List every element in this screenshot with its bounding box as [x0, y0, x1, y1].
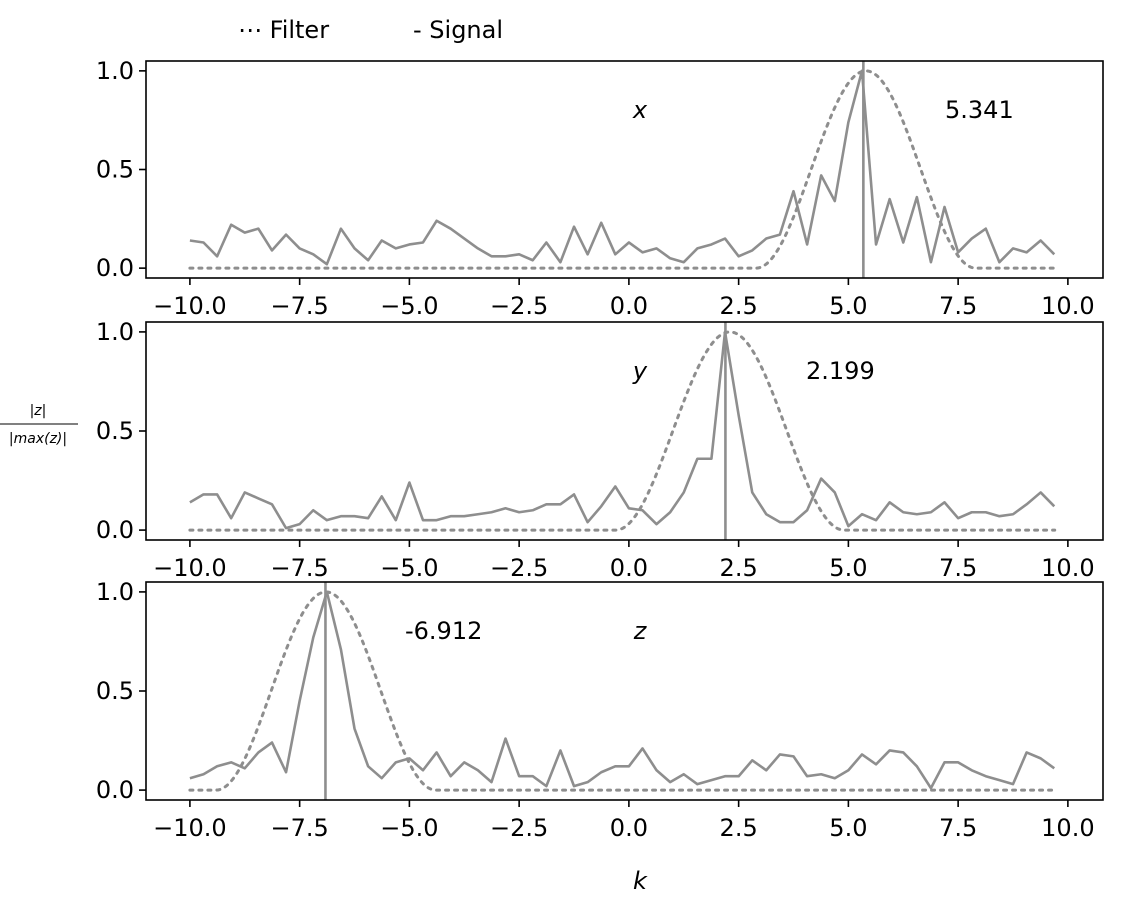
peak-value-label: 5.341 — [945, 96, 1014, 124]
filter-line — [188, 330, 1057, 532]
x-tick-label: −7.5 — [271, 292, 329, 320]
ylabel-numerator: |z| — [30, 403, 47, 419]
x-tick-label: −5.0 — [380, 554, 438, 582]
x-tick-label: 2.5 — [720, 814, 758, 842]
x-tick-label: −10.0 — [153, 292, 227, 320]
x-tick-label: 0.0 — [610, 814, 648, 842]
legend-signal-label: - Signal — [413, 16, 503, 44]
x-tick-label: −5.0 — [380, 292, 438, 320]
panel-z: −10.0 −7.5 −5.0 −2.5 0.0 2.5 5.0 7.5 10.0 0.0 0.5 1… — [96, 578, 1104, 842]
signal-line — [189, 590, 1056, 790]
x-tick-label: 2.5 — [720, 292, 758, 320]
x-tick-label: −2.5 — [490, 814, 548, 842]
x-tick-label: 0.0 — [610, 554, 648, 582]
peak-value-label: -6.912 — [405, 617, 482, 645]
filter-line — [188, 590, 1057, 792]
x-tick-label: −10.0 — [153, 554, 227, 582]
panel-y: −10.0 −7.5 −5.0 −2.5 0.0 2.5 5.0 7.5 10.0 0.0 0.5 1… — [96, 318, 1104, 582]
x-tick-label: 2.5 — [720, 554, 758, 582]
x-tick-label: 7.5 — [939, 292, 977, 320]
y-tick-label: 0.0 — [96, 776, 134, 804]
y-tick-label: 0.0 — [96, 516, 134, 544]
panel-label: x — [632, 96, 648, 124]
x-tick-label: −2.5 — [490, 554, 548, 582]
y-tick-label: 0.5 — [96, 677, 134, 705]
filter-line — [188, 69, 1057, 270]
signal-line — [189, 330, 1056, 530]
xlabel: k — [633, 867, 648, 895]
x-tick-label: −2.5 — [490, 292, 548, 320]
panel-label: y — [632, 357, 648, 385]
axes-frame — [145, 321, 1104, 541]
x-tick-label: 10.0 — [1041, 814, 1094, 842]
y-tick-label: 1.0 — [96, 57, 134, 85]
x-tick-label: 5.0 — [829, 814, 867, 842]
x-tick-label: 0.0 — [610, 292, 648, 320]
x-tick-label: 5.0 — [829, 292, 867, 320]
x-tick-label: 10.0 — [1041, 292, 1094, 320]
x-tick-label: −5.0 — [380, 814, 438, 842]
x-tick-label: 5.0 — [829, 554, 867, 582]
x-tick-label: 7.5 — [939, 814, 977, 842]
y-tick-label: 1.0 — [96, 318, 134, 346]
x-tick-label: −10.0 — [153, 814, 227, 842]
y-tick-label: 0.5 — [96, 417, 134, 445]
x-tick-label: −7.5 — [271, 554, 329, 582]
signal-line — [189, 69, 1056, 266]
panel-label: z — [633, 617, 648, 645]
y-tick-label: 0.0 — [96, 254, 134, 282]
peak-value-label: 2.199 — [806, 357, 875, 385]
panel-x: −10.0 −7.5 −5.0 −2.5 0.0 2.5 5.0 7.5 10.0 0.0 0.5 1… — [96, 57, 1104, 320]
x-tick-label: −7.5 — [271, 814, 329, 842]
legend-filter-label: ⋯ Filter — [238, 16, 329, 44]
y-tick-label: 0.5 — [96, 156, 134, 184]
y-tick-label: 1.0 — [96, 578, 134, 606]
ylabel-denominator: |max(z)| — [9, 431, 67, 447]
x-tick-label: 7.5 — [939, 554, 977, 582]
x-tick-label: 10.0 — [1041, 554, 1094, 582]
